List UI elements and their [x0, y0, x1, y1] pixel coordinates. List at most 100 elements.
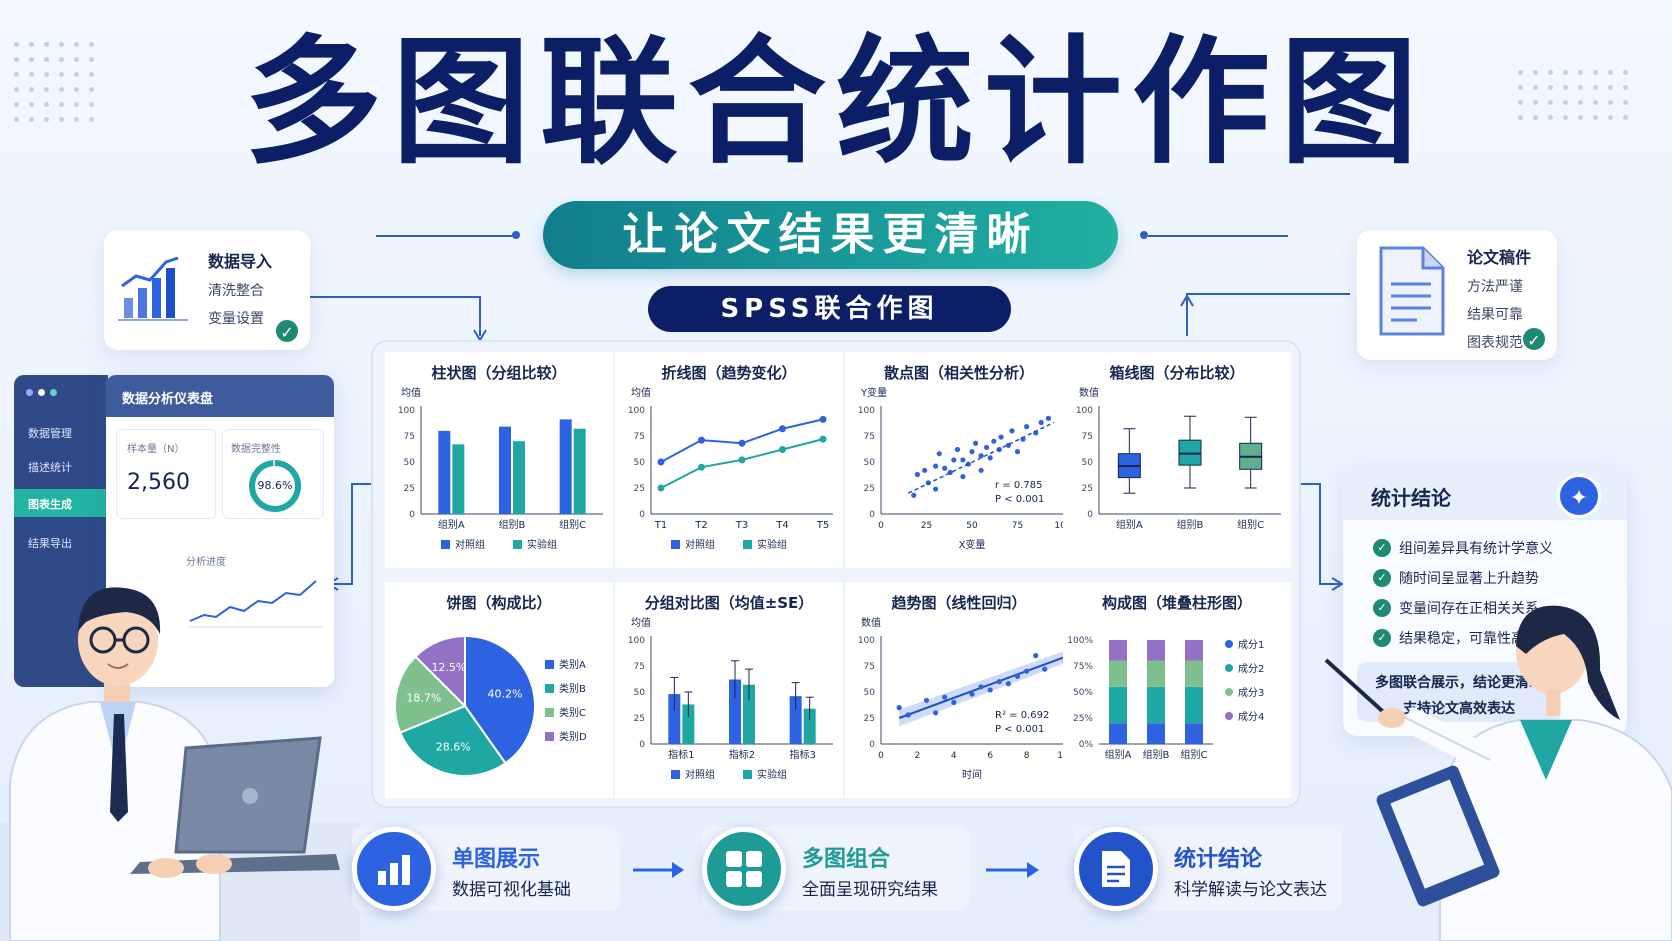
data-point	[905, 712, 911, 718]
tick-label: 0%	[1079, 740, 1094, 750]
data-point	[996, 679, 1002, 685]
conclusion-item: ✓ 变量间存在正相关关系	[1373, 598, 1539, 618]
tick-label: 0	[639, 510, 645, 520]
tick-label: 2	[915, 751, 921, 761]
conclusion-title: 统计结论	[1371, 486, 1451, 510]
data-point	[978, 467, 984, 473]
card-line: 方法严谨	[1467, 279, 1523, 295]
step-subtitle: 科学解读与论文表达	[1174, 880, 1327, 900]
menu-item[interactable]: 描述统计	[28, 461, 72, 474]
tick-label: 75	[864, 432, 875, 442]
legend-label: 对照组	[455, 538, 485, 551]
legend-label: 实验组	[757, 538, 787, 551]
tick-label: T2	[694, 520, 707, 531]
tick-label: 50	[864, 458, 876, 468]
tick-label: 组别B	[1143, 748, 1170, 761]
completeness-label: 数据完整性	[231, 444, 281, 455]
menu-item[interactable]: 结果导出	[28, 537, 72, 550]
legend-swatch	[743, 540, 752, 549]
conclusion-item: ✓ 组间差异具有统计学意义	[1373, 538, 1553, 558]
data-point	[951, 457, 957, 463]
slice-label: 18.7%	[406, 692, 441, 705]
menu-item-active[interactable]: 图表生成	[14, 489, 108, 517]
stack-segment	[1109, 686, 1127, 724]
stack-segment	[1147, 660, 1165, 687]
data-point	[1024, 424, 1030, 430]
chart-title: 箱线图（分布比较）	[1109, 364, 1245, 382]
check-icon: ✓	[1521, 326, 1547, 352]
chart-title: 趋势图（线性回归）	[891, 594, 1027, 612]
connector-line	[376, 235, 516, 237]
data-point	[933, 463, 939, 469]
tick-label: 75	[634, 662, 645, 672]
tick-label: 100	[628, 406, 645, 416]
step-subtitle: 全面呈现研究结果	[802, 880, 938, 900]
manuscript-card: 论文稿件 方法严谨 结果可靠 图表规范 ✓	[1357, 230, 1557, 360]
tick-label: 50	[1082, 458, 1094, 468]
pie-chart: 饼图（构成比） 40.2% 28.6% 18.7% 12.5% 类别A 类别B 类别C 类别D	[385, 582, 613, 798]
stack-segment	[1109, 660, 1127, 687]
flow-step: 单图展示 数据可视化基础	[352, 827, 620, 911]
document-icon	[1074, 827, 1158, 911]
decor-dots-right	[1518, 70, 1628, 120]
bar-chart: 柱状图（分组比较） 均值 100 75 50 25 0 组别A 组别B 组别C 对照组 实验组	[385, 352, 613, 568]
data-point	[987, 455, 993, 461]
data-point	[942, 694, 948, 700]
researcher-illustration	[1324, 605, 1672, 941]
data-point	[698, 463, 705, 471]
data-point	[969, 449, 975, 455]
data-point	[954, 446, 961, 453]
tick-label: 指标2	[729, 748, 755, 761]
progress-sparkline	[188, 580, 322, 628]
tick-label: 75	[404, 432, 415, 442]
step-title: 多图组合	[802, 847, 891, 872]
slice-label: 40.2%	[488, 687, 523, 700]
slice-label: 12.5%	[431, 661, 466, 674]
menu-item[interactable]: 数据管理	[28, 427, 72, 440]
bar	[668, 694, 681, 744]
box-chart: 箱线图（分布比较） 数值 100 75 50 25 0 组别A 组别B 组别C	[1063, 352, 1291, 568]
chart-title: 饼图（构成比）	[446, 594, 552, 612]
data-point	[933, 710, 939, 716]
spss-tag: SPSS联合作图	[648, 286, 1011, 332]
tick-label: T5	[816, 520, 829, 531]
legend-swatch	[545, 684, 554, 693]
tick-label: 25	[634, 714, 645, 724]
flow-step: 统计结论 科学解读与论文表达	[1074, 827, 1342, 911]
data-point	[998, 434, 1004, 440]
data-point	[698, 436, 705, 444]
legend-label: 对照组	[685, 538, 715, 551]
step-title: 统计结论	[1174, 847, 1263, 872]
flow-step: 多图组合 全面呈现研究结果	[702, 827, 970, 911]
tick-label: 0	[869, 510, 875, 520]
tick-label: 50	[634, 458, 646, 468]
scatter-chart: 散点图（相关性分析） Y变量10075502500255075100X变量r =…	[845, 352, 1073, 568]
tick-label: 组别C	[1237, 518, 1264, 531]
stack-segment	[1185, 640, 1203, 661]
bar	[729, 679, 741, 744]
data-point	[819, 435, 827, 443]
tick-label: 25	[1082, 484, 1093, 494]
tick-label: 25	[864, 484, 875, 494]
line-chart-svg: 均值 100 75 50 25 0 T1 T2 T3 T4 T5 对照组 实验组	[628, 386, 833, 551]
tick-label: 0	[409, 510, 415, 520]
tick-label: 组别B	[1177, 518, 1204, 531]
legend-label: 成分1	[1238, 639, 1264, 651]
tick-label: 组别C	[559, 518, 586, 531]
page-title: 多图联合统计作图	[243, 22, 1428, 183]
chart-title: 构成图（堆叠柱形图）	[1101, 594, 1252, 612]
tick-label: 组别A	[438, 518, 465, 531]
slice-label: 28.6%	[436, 740, 471, 753]
pie-slice	[398, 704, 507, 777]
tick-label: 100	[858, 406, 875, 416]
legend-swatch	[1225, 712, 1233, 720]
tick-label: 100	[628, 636, 645, 646]
stack-segment	[1185, 686, 1203, 724]
card-title: 论文稿件	[1467, 248, 1532, 267]
document-icon	[1379, 246, 1445, 336]
tick-label: 100	[1076, 406, 1093, 416]
progress-label: 分析进度	[186, 557, 226, 568]
stack-segment	[1147, 723, 1165, 744]
tick-label: 0	[639, 740, 645, 750]
trend-chart: 趋势图（线性回归） 数值10075502500246810时间R² = 0.69…	[845, 582, 1073, 798]
